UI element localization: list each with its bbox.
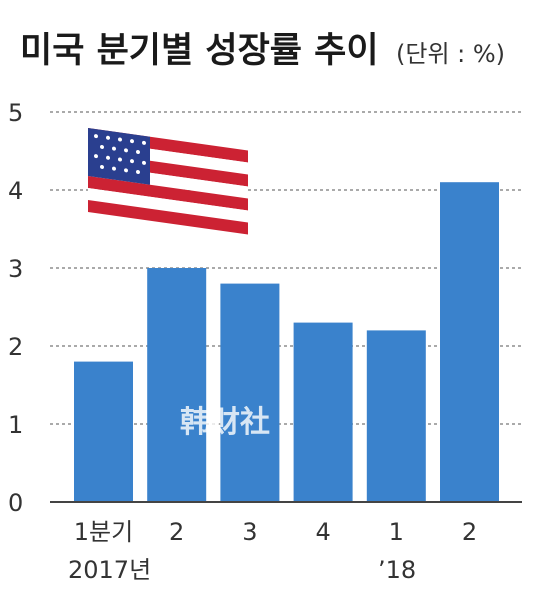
y-tick-label: 4: [8, 177, 23, 205]
x-tick-label: 3: [242, 518, 257, 546]
x-axis-labels: 1분기 2 3 4 1 2: [74, 518, 477, 546]
y-tick-label: 5: [8, 99, 23, 127]
year-label-2017: 2017년: [68, 556, 151, 584]
bar: [74, 361, 133, 502]
gridlines: 0 1 2 3 4 5: [8, 99, 522, 517]
y-tick-label: 2: [8, 333, 23, 361]
x-tick-label: 4: [315, 518, 330, 546]
bars: [74, 182, 499, 502]
watermark: 韩财社: [180, 405, 270, 440]
x-tick-label: 1: [389, 518, 404, 546]
chart-title: 미국 분기별 성장률 추이: [20, 31, 379, 71]
y-tick-label: 3: [8, 255, 23, 283]
bar: [293, 322, 353, 502]
y-tick-label: 1: [8, 411, 23, 439]
y-tick-label: 0: [8, 489, 23, 517]
x-tick-label: 1분기: [74, 518, 133, 546]
us-flag-icon: [88, 128, 248, 235]
bar: [147, 268, 207, 502]
x-tick-label: 2: [169, 518, 184, 546]
x-tick-label: 2: [462, 518, 477, 546]
bar: [440, 182, 499, 502]
bar: [366, 330, 426, 502]
bar: [220, 283, 280, 502]
year-label-2018: ’18: [378, 556, 416, 584]
unit-label: (단위 : %): [396, 40, 505, 68]
